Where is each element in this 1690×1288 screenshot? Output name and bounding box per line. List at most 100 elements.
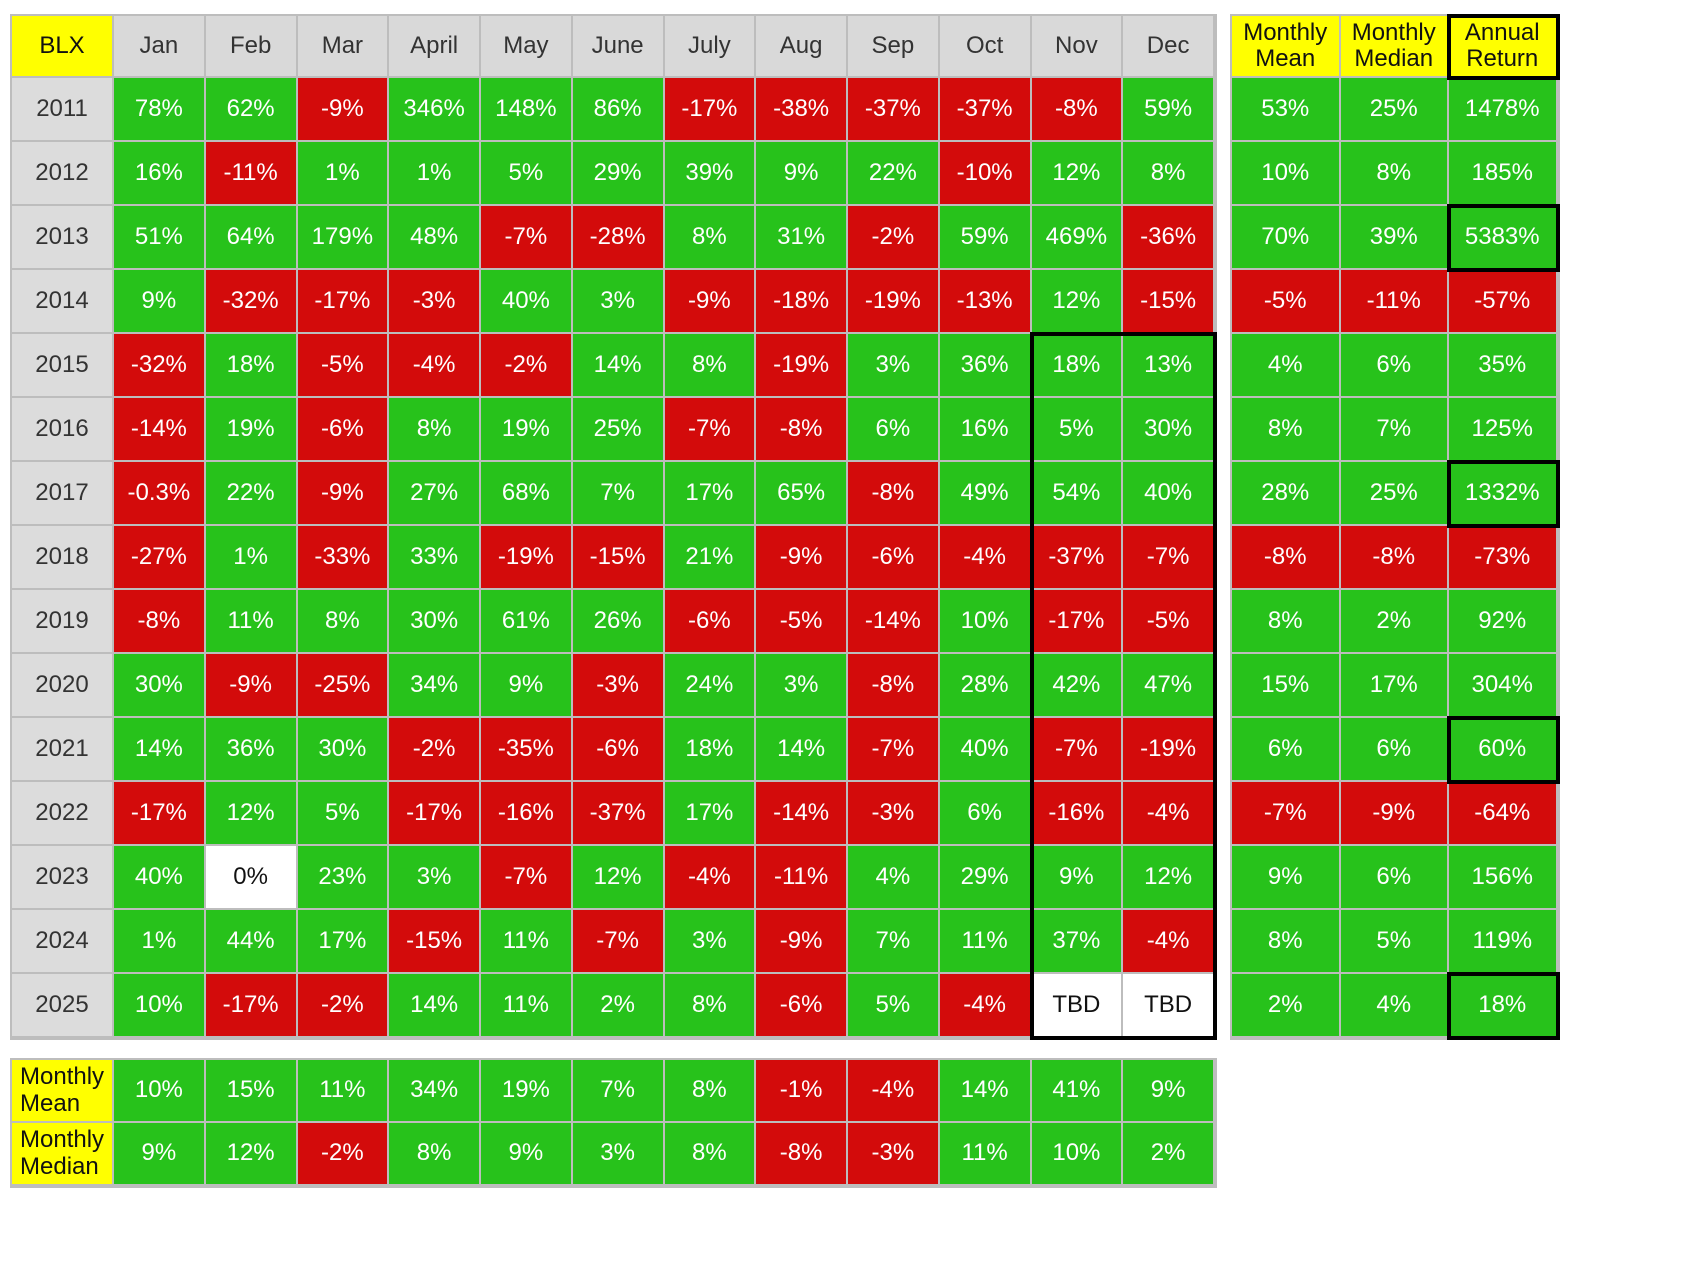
cell-2011-mar: -9% <box>297 78 390 142</box>
year-label-2015: 2015 <box>12 334 114 398</box>
cell-2025-april: 14% <box>389 974 481 1038</box>
summary-2014-monthly-median: -11% <box>1340 270 1449 334</box>
summary-2018-monthly-median: -8% <box>1340 526 1449 590</box>
cell-2011-sep: -37% <box>848 78 940 142</box>
summary-2020-annual-return: 304% <box>1449 654 1558 718</box>
footer-monthly-median-jan: 9% <box>114 1123 206 1186</box>
footer-monthly-mean-aug: -1% <box>756 1060 848 1123</box>
cell-2016-jan: -14% <box>114 398 206 462</box>
cell-2018-jan: -27% <box>114 526 206 590</box>
cell-2012-feb: -11% <box>205 142 298 206</box>
summary-2025-monthly-mean: 2% <box>1232 974 1341 1038</box>
cell-2016-nov: 5% <box>1031 398 1124 462</box>
footer-monthly-median-may: 9% <box>481 1123 573 1186</box>
summary-2015-annual-return: 35% <box>1449 334 1558 398</box>
cell-2016-oct: 16% <box>939 398 1032 462</box>
cell-2020-jan: 30% <box>114 654 206 718</box>
cell-2013-april: 48% <box>389 206 481 270</box>
cell-2012-mar: 1% <box>297 142 390 206</box>
footer-monthly-mean-sep: -4% <box>848 1060 940 1123</box>
cell-2013-oct: 59% <box>939 206 1032 270</box>
month-header-oct: Oct <box>939 16 1032 78</box>
cell-2019-nov: -17% <box>1031 590 1124 654</box>
cell-2022-aug: -14% <box>756 782 848 846</box>
cell-2021-mar: 30% <box>297 718 390 782</box>
summary-2016-monthly-mean: 8% <box>1232 398 1341 462</box>
cell-2011-may: 148% <box>481 78 573 142</box>
cell-2017-oct: 49% <box>939 462 1032 526</box>
summary-2025-annual-return: 18% <box>1449 974 1558 1038</box>
cell-2011-jan: 78% <box>114 78 206 142</box>
cell-2011-april: 346% <box>389 78 481 142</box>
cell-2023-july: -4% <box>664 846 757 910</box>
cell-2020-july: 24% <box>664 654 757 718</box>
summary-2022-annual-return: -64% <box>1449 782 1558 846</box>
cell-2013-dec: -36% <box>1123 206 1215 270</box>
cell-2020-may: 9% <box>481 654 573 718</box>
cell-2014-dec: -15% <box>1123 270 1215 334</box>
summary-2022-monthly-mean: -7% <box>1232 782 1341 846</box>
month-header-mar: Mar <box>297 16 390 78</box>
summary-2014-annual-return: -57% <box>1449 270 1558 334</box>
cell-2018-oct: -4% <box>939 526 1032 590</box>
cell-2012-may: 5% <box>481 142 573 206</box>
cell-2020-dec: 47% <box>1123 654 1215 718</box>
cell-2015-mar: -5% <box>297 334 390 398</box>
cell-2022-nov: -16% <box>1031 782 1124 846</box>
cell-2020-june: -3% <box>572 654 665 718</box>
cell-2018-feb: 1% <box>205 526 298 590</box>
year-label-2020: 2020 <box>12 654 114 718</box>
cell-2022-june: -37% <box>572 782 665 846</box>
cell-2014-may: 40% <box>481 270 573 334</box>
summary-2022-monthly-median: -9% <box>1340 782 1449 846</box>
summary-2023-monthly-median: 6% <box>1340 846 1449 910</box>
cell-2022-april: -17% <box>389 782 481 846</box>
cell-2019-oct: 10% <box>939 590 1032 654</box>
footer-monthly-mean-july: 8% <box>664 1060 757 1123</box>
cell-2018-april: 33% <box>389 526 481 590</box>
cell-2025-mar: -2% <box>297 974 390 1038</box>
cell-2016-feb: 19% <box>205 398 298 462</box>
cell-2024-aug: -9% <box>756 910 848 974</box>
cell-2017-feb: 22% <box>205 462 298 526</box>
summary-2011-annual-return: 1478% <box>1449 78 1558 142</box>
cell-2025-feb: -17% <box>205 974 298 1038</box>
month-header-july: July <box>664 16 757 78</box>
cell-2025-oct: -4% <box>939 974 1032 1038</box>
cell-2025-sep: 5% <box>848 974 940 1038</box>
month-header-nov: Nov <box>1031 16 1124 78</box>
summary-2017-annual-return: 1332% <box>1449 462 1558 526</box>
cell-2015-feb: 18% <box>205 334 298 398</box>
footer-monthly-median-sep: -3% <box>848 1123 940 1186</box>
summary-2024-annual-return: 119% <box>1449 910 1558 974</box>
summary-2013-annual-return: 5383% <box>1449 206 1558 270</box>
cell-2021-nov: -7% <box>1031 718 1124 782</box>
cell-2011-june: 86% <box>572 78 665 142</box>
cell-2011-feb: 62% <box>205 78 298 142</box>
summary-2023-monthly-mean: 9% <box>1232 846 1341 910</box>
cell-2022-dec: -4% <box>1123 782 1215 846</box>
footer-monthly-median-aug: -8% <box>756 1123 848 1186</box>
summary-2017-monthly-median: 25% <box>1340 462 1449 526</box>
footer-monthly-mean-jan: 10% <box>114 1060 206 1123</box>
cell-2022-feb: 12% <box>205 782 298 846</box>
cell-2023-nov: 9% <box>1031 846 1124 910</box>
cell-2012-nov: 12% <box>1031 142 1124 206</box>
cell-2015-dec: 13% <box>1123 334 1215 398</box>
cell-2018-july: 21% <box>664 526 757 590</box>
month-header-dec: Dec <box>1123 16 1215 78</box>
cell-2016-aug: -8% <box>756 398 848 462</box>
cell-2024-mar: 17% <box>297 910 390 974</box>
cell-2023-sep: 4% <box>848 846 940 910</box>
cell-2022-jan: -17% <box>114 782 206 846</box>
summary-header-monthly-median: Monthly Median <box>1340 16 1449 78</box>
cell-2018-dec: -7% <box>1123 526 1215 590</box>
cell-2015-aug: -19% <box>756 334 848 398</box>
cell-2025-aug: -6% <box>756 974 848 1038</box>
cell-2017-mar: -9% <box>297 462 390 526</box>
summary-2016-annual-return: 125% <box>1449 398 1558 462</box>
summary-2024-monthly-mean: 8% <box>1232 910 1341 974</box>
cell-2012-june: 29% <box>572 142 665 206</box>
month-header-may: May <box>481 16 573 78</box>
year-label-2021: 2021 <box>12 718 114 782</box>
